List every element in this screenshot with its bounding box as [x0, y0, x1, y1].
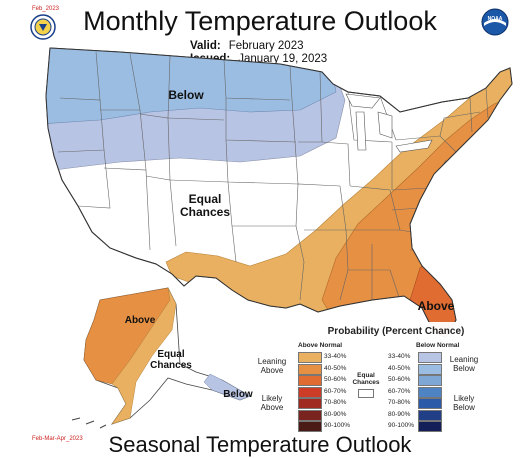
alaska-below-region — [203, 373, 251, 401]
alaska-above-leaning-region — [111, 287, 177, 425]
below-swatch-4 — [418, 386, 442, 398]
valid-label: Valid: — [190, 40, 221, 52]
legend-likely-below-2: Below — [453, 403, 475, 412]
alaska-map — [71, 287, 251, 429]
alaska-equal-line-2: Chances — [150, 360, 192, 371]
below-range-label: 33-40% — [388, 353, 411, 360]
alaska-above-label: Above — [124, 315, 156, 326]
legend-likely-above-1: Likely — [261, 394, 283, 403]
great-lakes — [345, 93, 433, 153]
below-range-label: 80-90% — [388, 410, 411, 418]
above-range-label: 33-40% — [324, 353, 347, 360]
legend-leaning-above-2: Above — [260, 366, 284, 375]
equal-chances-line-2: Chances — [179, 205, 231, 219]
legend-likely-above: Likely Above — [252, 394, 292, 412]
legend-likely-above-2: Above — [260, 403, 284, 412]
below-swatch-5 — [418, 398, 442, 409]
above-range-label: 90-100% — [324, 422, 351, 429]
alaska-equal-chances-label: Equal Chances — [146, 349, 196, 371]
below-swatch-7 — [418, 421, 442, 432]
above-swatch-1 — [298, 352, 322, 363]
above-range-label: 50-60% — [324, 376, 347, 383]
noaa-logo-text: NOAA — [488, 16, 503, 22]
equal-chances-label: Equal Chances — [170, 193, 240, 219]
above-swatch-7 — [298, 421, 322, 432]
below-swatch-1 — [418, 352, 442, 363]
below-swatch-3 — [418, 375, 442, 386]
probability-legend: Probability (Percent Chance) Above Norma… — [258, 322, 516, 437]
legend-leaning-below-2: Below — [453, 364, 475, 373]
legend-leaning-above-1: Leaning — [257, 357, 287, 366]
legend-likely-below: Likely Below — [444, 394, 484, 412]
map-date-stamp: Feb_2023 — [32, 6, 60, 12]
legend-equal-1: Equal — [357, 372, 375, 379]
below-swatch-6 — [418, 409, 442, 421]
legend-below-heading: Below Normal — [416, 342, 460, 349]
noaa-logo-icon: NOAA — [481, 8, 509, 36]
outlook-map — [45, 47, 513, 429]
below-range-label: 70-80% — [388, 399, 411, 406]
legend-title: Probability (Percent Chance) — [327, 326, 465, 337]
legend-leaning-below: Leaning Below — [444, 355, 484, 373]
alaska-equal-line-1: Equal — [157, 349, 185, 360]
below-range-label: 60-70% — [388, 387, 411, 395]
above-swatch-6 — [298, 409, 322, 421]
below-label: Below — [168, 88, 204, 102]
above-swatch-4 — [298, 386, 322, 398]
above-swatch-5 — [298, 398, 322, 409]
below-range-label: 40-50% — [388, 364, 411, 372]
valid-value: February 2023 — [228, 40, 304, 52]
above-range-label: 60-70% — [324, 387, 347, 395]
page-title: Monthly Temperature Outlook — [83, 6, 437, 36]
above-range-label: 70-80% — [324, 399, 347, 406]
nws-seal-icon — [30, 14, 56, 40]
above-range-label: 40-50% — [324, 364, 347, 372]
above-range-label: 80-90% — [324, 410, 347, 418]
seasonal-date-stamp: Feb-Mar-Apr_2023 — [32, 436, 83, 442]
below-range-label: 90-100% — [388, 422, 415, 429]
above-swatch-2 — [298, 363, 322, 375]
alaska-below-label: Below — [223, 389, 253, 400]
equal-chances-line-1: Equal — [188, 192, 222, 206]
legend-leaning-above: Leaning Above — [252, 357, 292, 375]
legend-above-heading: Above Normal — [298, 342, 343, 349]
issued-value: January 19, 2023 — [238, 53, 328, 65]
legend-equal-swatch — [358, 389, 374, 398]
above-east-label: Above — [417, 299, 455, 313]
valid-line: Valid: February 2023 — [190, 40, 303, 52]
legend-likely-below-1: Likely — [453, 394, 475, 403]
legend-equal-chances: Equal Chances — [348, 372, 384, 386]
below-range-label: 50-60% — [388, 376, 411, 383]
legend-equal-2: Chances — [352, 379, 380, 386]
below-swatch-2 — [418, 363, 442, 375]
legend-leaning-below-1: Leaning — [449, 355, 479, 364]
seasonal-title: Seasonal Temperature Outlook — [108, 432, 412, 457]
above-swatch-3 — [298, 375, 322, 386]
